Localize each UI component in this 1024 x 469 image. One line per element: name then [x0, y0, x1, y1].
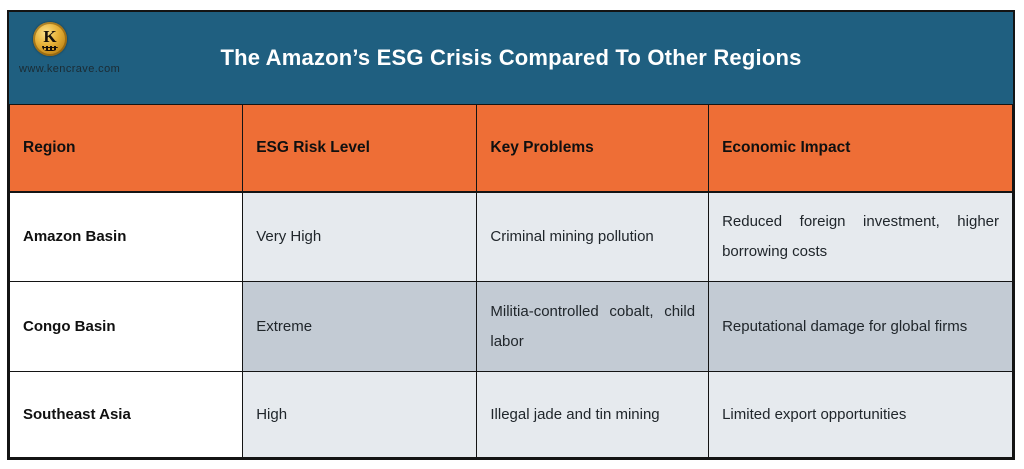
column-header-economic-impact: Economic Impact: [708, 104, 1013, 193]
cell-key-problems: Illegal jade and tin mining: [476, 371, 710, 458]
table-row-amazon-basin: Amazon Basin Very High Criminal mining p…: [8, 191, 1013, 282]
logo-letter: K: [43, 27, 57, 46]
table-row-congo-basin: Congo Basin Extreme Militia-controlled c…: [8, 281, 1013, 372]
page-title: The Amazon’s ESG Crisis Compared To Othe…: [220, 45, 802, 70]
cell-economic-impact: Reduced foreign investment, higher borro…: [708, 191, 1013, 282]
logo-laurel-icon: [42, 46, 58, 51]
table-row-southeast-asia: Southeast Asia High Illegal jade and tin…: [8, 371, 1013, 458]
cell-economic-impact: Limited export opportunities: [708, 371, 1013, 458]
column-header-key-problems: Key Problems: [476, 104, 710, 193]
cell-risk-level: Very High: [242, 191, 478, 282]
cell-risk-level: Extreme: [242, 281, 478, 372]
table-frame: K www.kencrave.com The Amazon’s ESG Cris…: [7, 10, 1015, 460]
cell-region: Congo Basin: [8, 281, 244, 372]
cell-key-problems: Militia-controlled cobalt, child labor: [476, 281, 710, 372]
website-url: www.kencrave.com: [19, 63, 121, 75]
cell-risk-level: High: [242, 371, 478, 458]
header-banner: K www.kencrave.com The Amazon’s ESG Cris…: [9, 12, 1013, 104]
brand-block: K www.kencrave.com: [19, 22, 139, 75]
column-header-region: Region: [8, 104, 244, 193]
column-header-esg-risk-level: ESG Risk Level: [242, 104, 478, 193]
cell-economic-impact: Reputational damage for global firms: [708, 281, 1013, 372]
esg-comparison-table: Region ESG Risk Level Key Problems Econo…: [8, 104, 1013, 458]
kencrave-logo-icon: K: [33, 22, 67, 56]
cell-key-problems: Criminal mining pollution: [476, 191, 710, 282]
cell-region: Southeast Asia: [8, 371, 244, 458]
cell-region: Amazon Basin: [8, 191, 244, 282]
table-header-row: Region ESG Risk Level Key Problems Econo…: [8, 104, 1013, 193]
